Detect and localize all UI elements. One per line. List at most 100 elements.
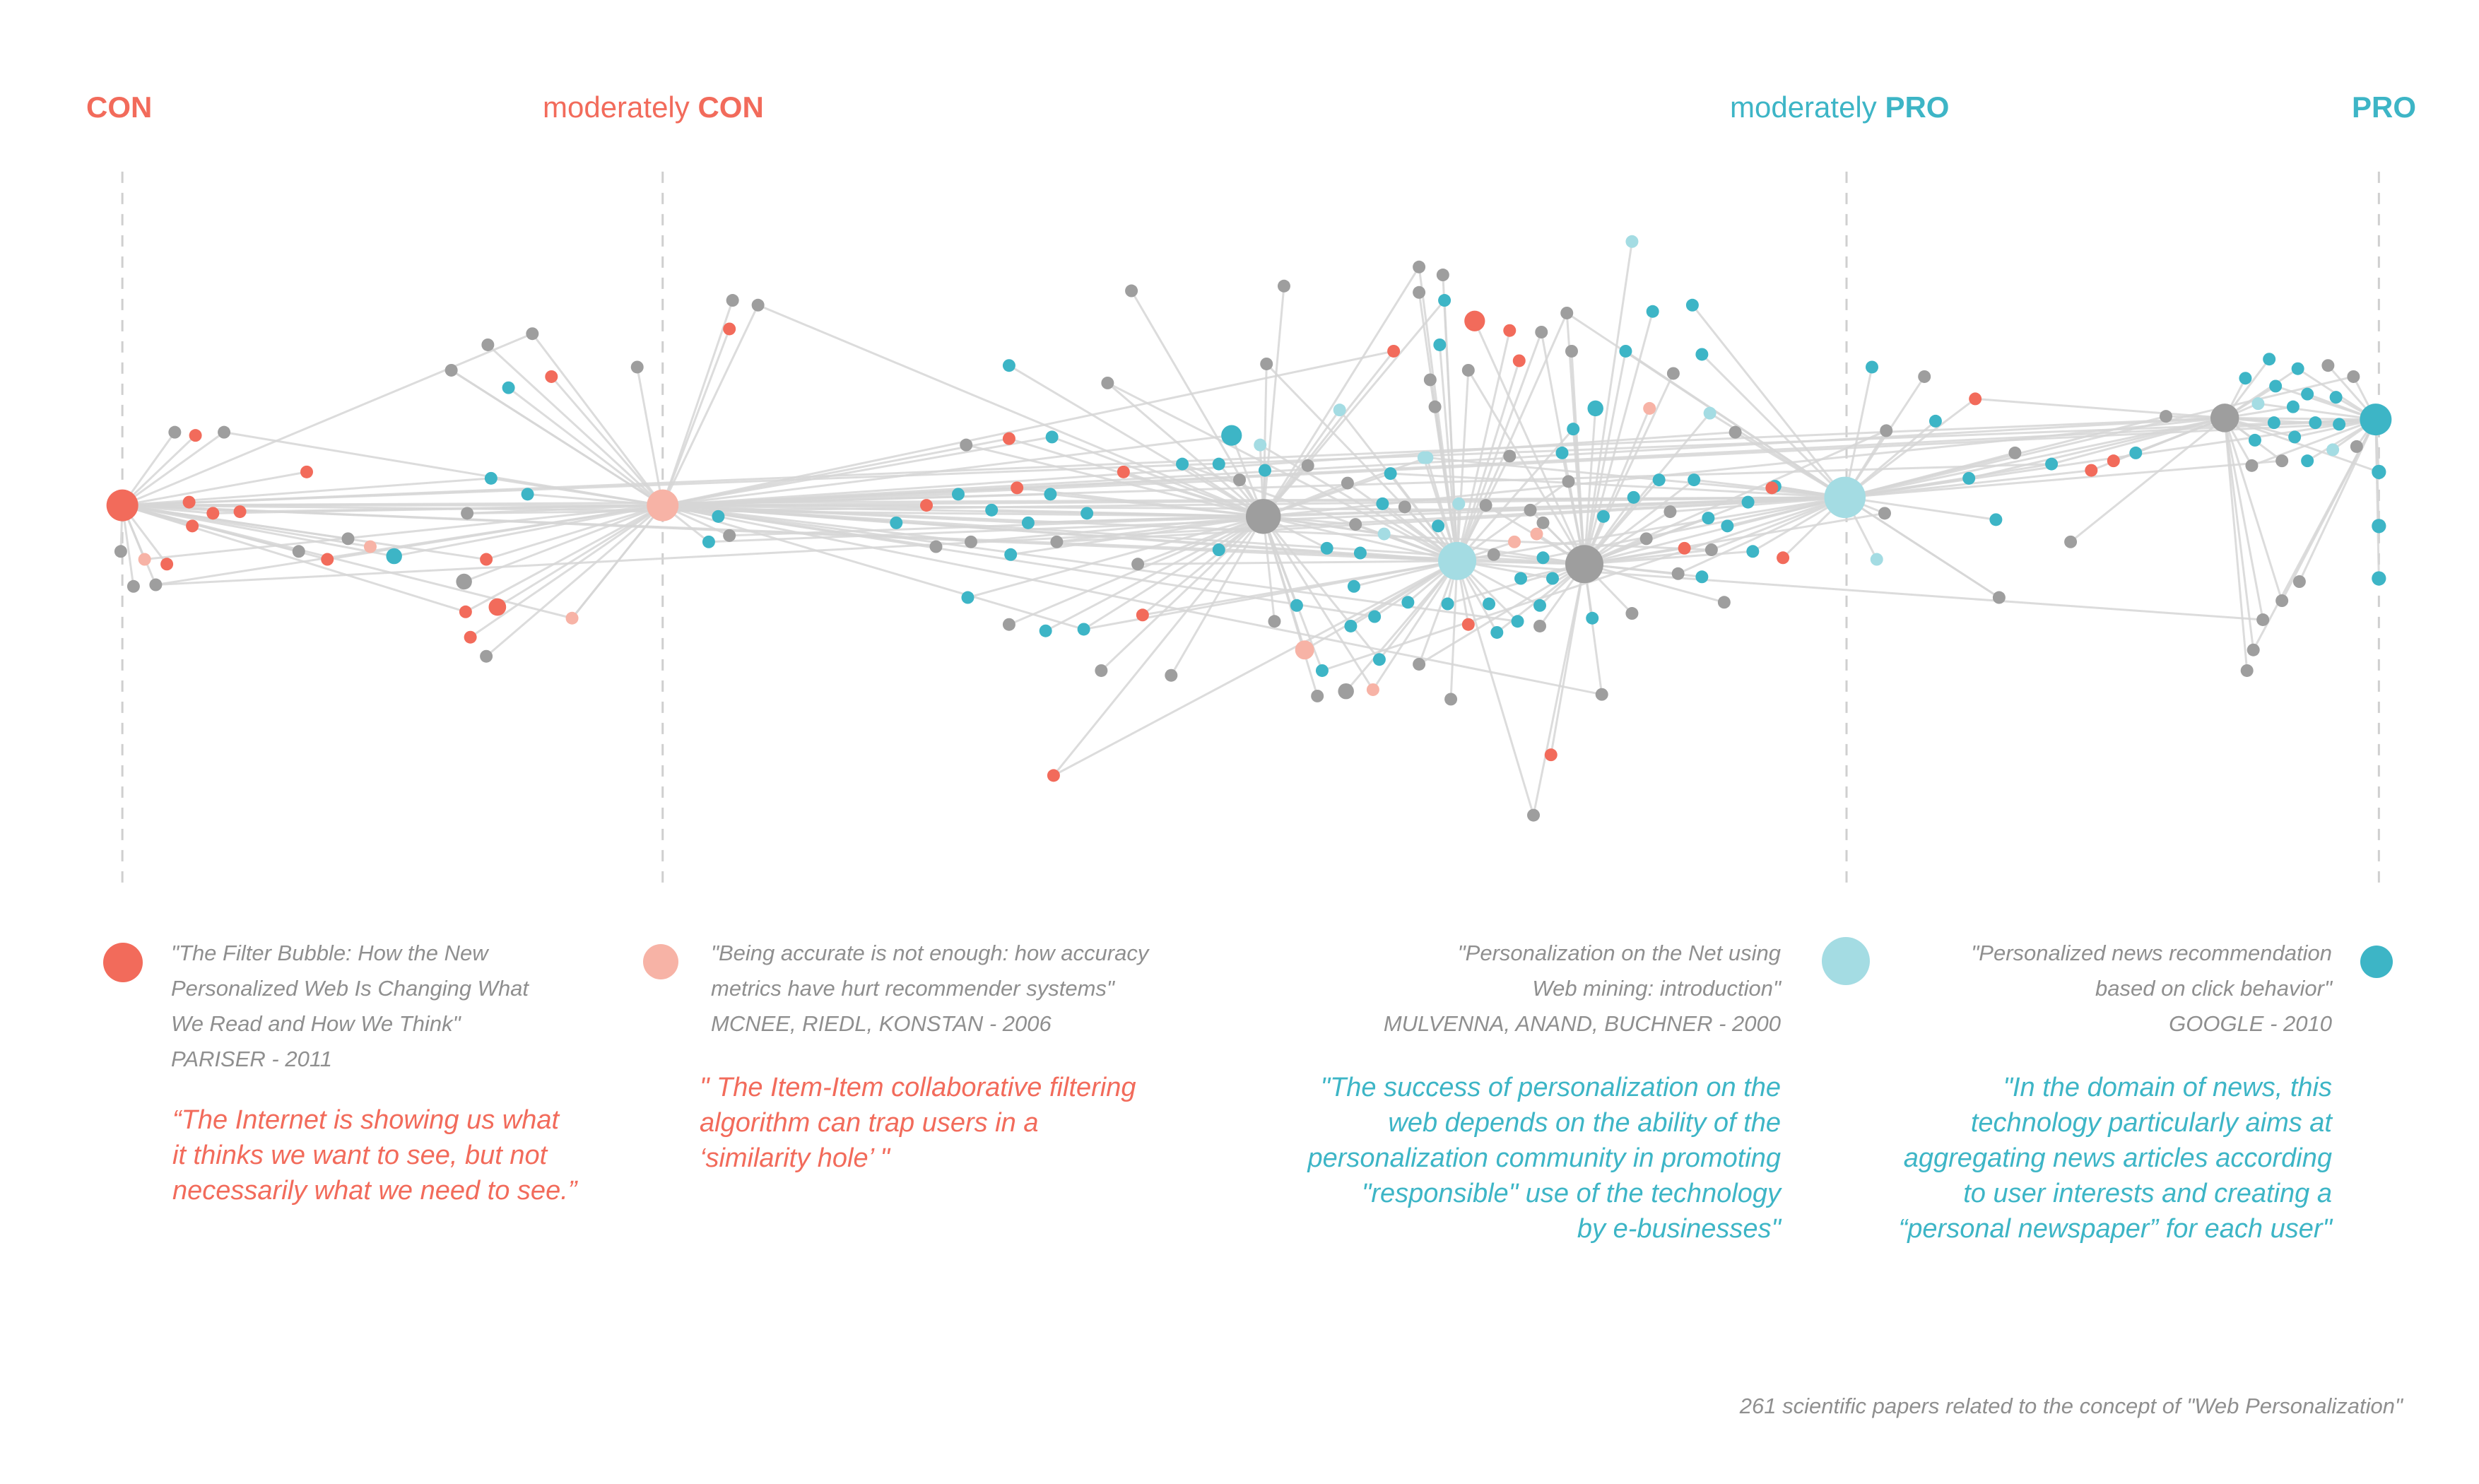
paper-node [565,611,579,625]
paper-node [1047,769,1060,782]
paper-moderately-con: "Being accurate is not enough: how accur… [711,936,1248,1042]
edge [485,504,664,560]
paper-node [702,535,715,548]
edge [490,477,663,507]
paper-node [1438,294,1452,307]
paper-node [386,548,402,565]
paper-authors: MCNEE, RIEDL, KONSTAN - 2006 [711,1011,1052,1036]
paper-node [1619,344,1632,358]
paper-node [1962,471,1976,485]
paper-node [1341,476,1354,490]
edge [122,504,487,561]
paper-node [2275,454,2289,468]
edge [1447,563,1585,605]
paper-title: "Personalization on the Net using Web mi… [1457,941,1781,1001]
edge [661,305,759,506]
paper-node [1546,572,1559,585]
paper-node [1258,464,1271,477]
paper-node [1444,693,1458,706]
edge [662,504,1712,551]
legend-dot-con [103,943,143,982]
paper-node [726,294,739,307]
paper-node [1765,481,1779,495]
paper-node [218,425,231,439]
paper-node [2333,418,2346,431]
paper-node [1666,367,1680,380]
edge [1456,331,1543,562]
edge [2225,416,2376,421]
edge [1968,416,2225,480]
paper-node [2107,454,2120,468]
paper-node [723,529,736,542]
paper-node [2329,391,2343,404]
legend-dot-pro [2360,946,2393,978]
paper-node [1368,610,1382,623]
edge [662,434,1232,507]
edge [1844,375,2354,499]
paper-node [1664,505,1677,519]
paper-node [1002,618,1015,631]
edge [2223,417,2283,601]
paper-node [321,553,334,566]
edge [2051,416,2225,466]
edge [469,504,664,638]
paper-node [292,545,305,558]
paper-node [1685,298,1699,312]
paper-node [1413,285,1426,299]
paper-node [929,540,943,553]
paper-node [1512,354,1526,367]
paper-node [1625,235,1639,248]
paper-node [2309,416,2322,430]
paper-node [1125,284,1138,298]
edge [2258,402,2377,421]
paper-node [1387,344,1401,358]
edge [1584,512,1885,565]
paper-node [186,519,199,533]
paper-node [1433,338,1447,351]
edge [531,333,664,506]
paper-node [1741,495,1755,509]
paper-node [1992,591,2006,604]
paper-node [1746,545,1760,558]
paper-node [2251,397,2265,411]
paper-node [1002,359,1015,372]
legend-dot-moderately-con [643,944,678,979]
edge [1443,300,1459,561]
paper-node [2269,379,2283,393]
paper-node [341,532,355,546]
paper-node [1969,392,1982,406]
paper-node [1678,541,1691,555]
paper-node [1176,457,1189,471]
paper-node [1320,541,1333,555]
paper-node [1929,414,1942,428]
paper-node [2160,410,2172,423]
edge [122,504,466,613]
edge [1263,515,1458,563]
edge [662,431,1736,507]
paper-node [1376,497,1389,510]
edge [1975,397,2225,419]
paper-node [1045,430,1059,444]
paper-node [1004,548,1018,561]
paper-node [2245,459,2259,472]
edge [662,463,2052,507]
paper-node [521,488,534,501]
edge [1262,516,1319,697]
paper-node [2085,464,2098,477]
quote-con: “The Internet is showing us what it thin… [172,1105,577,1206]
paper-node [1077,623,1090,636]
edge [326,504,663,561]
paper-node [456,573,472,590]
edge [1844,463,2052,499]
edge [1467,370,1586,565]
paper-node [2045,457,2059,471]
paper-node [1420,451,1434,464]
paper-node [1333,404,1346,417]
edge [1625,350,1846,499]
edge [122,504,394,558]
edge [1262,409,1341,517]
paper-node [1002,432,1015,445]
hub-node [106,489,139,522]
paper-node [1487,548,1500,561]
paper-node [723,322,736,336]
